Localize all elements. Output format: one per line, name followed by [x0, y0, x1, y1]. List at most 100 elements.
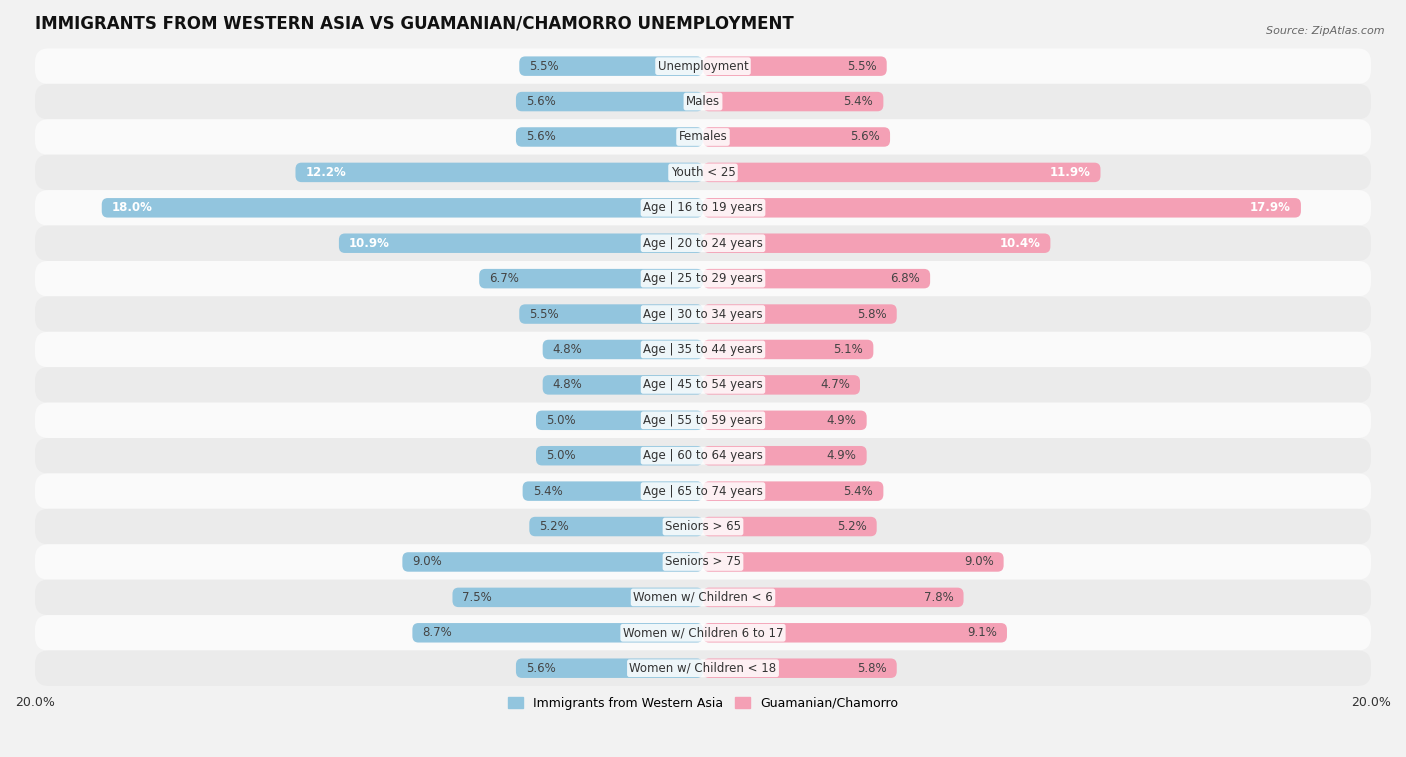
FancyBboxPatch shape: [536, 446, 703, 466]
FancyBboxPatch shape: [101, 198, 703, 217]
FancyBboxPatch shape: [35, 615, 1371, 650]
FancyBboxPatch shape: [529, 517, 703, 536]
FancyBboxPatch shape: [35, 580, 1371, 615]
FancyBboxPatch shape: [339, 233, 703, 253]
FancyBboxPatch shape: [35, 120, 1371, 154]
FancyBboxPatch shape: [412, 623, 703, 643]
Text: 5.6%: 5.6%: [526, 130, 555, 144]
FancyBboxPatch shape: [703, 481, 883, 501]
Text: 5.8%: 5.8%: [858, 662, 887, 674]
Text: Age | 30 to 34 years: Age | 30 to 34 years: [643, 307, 763, 320]
Text: Age | 55 to 59 years: Age | 55 to 59 years: [643, 414, 763, 427]
FancyBboxPatch shape: [703, 127, 890, 147]
FancyBboxPatch shape: [703, 552, 1004, 572]
FancyBboxPatch shape: [516, 127, 703, 147]
FancyBboxPatch shape: [516, 659, 703, 678]
FancyBboxPatch shape: [479, 269, 703, 288]
Text: 9.1%: 9.1%: [967, 626, 997, 640]
Text: 5.5%: 5.5%: [529, 307, 560, 320]
Text: 5.0%: 5.0%: [546, 449, 575, 463]
FancyBboxPatch shape: [35, 473, 1371, 509]
FancyBboxPatch shape: [35, 296, 1371, 332]
FancyBboxPatch shape: [703, 57, 887, 76]
FancyBboxPatch shape: [35, 332, 1371, 367]
Text: Unemployment: Unemployment: [658, 60, 748, 73]
FancyBboxPatch shape: [703, 410, 866, 430]
FancyBboxPatch shape: [703, 269, 931, 288]
Text: 4.9%: 4.9%: [827, 414, 856, 427]
FancyBboxPatch shape: [35, 154, 1371, 190]
FancyBboxPatch shape: [35, 226, 1371, 261]
FancyBboxPatch shape: [35, 650, 1371, 686]
FancyBboxPatch shape: [519, 57, 703, 76]
Text: Seniors > 75: Seniors > 75: [665, 556, 741, 569]
FancyBboxPatch shape: [402, 552, 703, 572]
Text: 10.4%: 10.4%: [1000, 237, 1040, 250]
Text: 5.4%: 5.4%: [533, 484, 562, 497]
FancyBboxPatch shape: [519, 304, 703, 324]
Text: 12.2%: 12.2%: [305, 166, 346, 179]
Text: 5.2%: 5.2%: [540, 520, 569, 533]
Text: Age | 65 to 74 years: Age | 65 to 74 years: [643, 484, 763, 497]
Text: 5.6%: 5.6%: [526, 95, 555, 108]
Text: Age | 35 to 44 years: Age | 35 to 44 years: [643, 343, 763, 356]
FancyBboxPatch shape: [703, 623, 1007, 643]
Text: Women w/ Children < 18: Women w/ Children < 18: [630, 662, 776, 674]
FancyBboxPatch shape: [703, 517, 877, 536]
Text: 11.9%: 11.9%: [1050, 166, 1091, 179]
Text: 5.8%: 5.8%: [858, 307, 887, 320]
FancyBboxPatch shape: [35, 367, 1371, 403]
FancyBboxPatch shape: [35, 190, 1371, 226]
FancyBboxPatch shape: [703, 233, 1050, 253]
FancyBboxPatch shape: [523, 481, 703, 501]
Text: 4.7%: 4.7%: [820, 378, 851, 391]
Text: 5.1%: 5.1%: [834, 343, 863, 356]
FancyBboxPatch shape: [295, 163, 703, 182]
Text: 4.9%: 4.9%: [827, 449, 856, 463]
FancyBboxPatch shape: [703, 340, 873, 360]
Text: 5.4%: 5.4%: [844, 484, 873, 497]
FancyBboxPatch shape: [703, 304, 897, 324]
FancyBboxPatch shape: [35, 509, 1371, 544]
Text: 5.2%: 5.2%: [837, 520, 866, 533]
Text: Females: Females: [679, 130, 727, 144]
Text: 7.5%: 7.5%: [463, 591, 492, 604]
FancyBboxPatch shape: [703, 659, 897, 678]
Text: 4.8%: 4.8%: [553, 343, 582, 356]
FancyBboxPatch shape: [35, 48, 1371, 84]
Text: Males: Males: [686, 95, 720, 108]
FancyBboxPatch shape: [703, 198, 1301, 217]
Text: 4.8%: 4.8%: [553, 378, 582, 391]
Text: 6.7%: 6.7%: [489, 272, 519, 285]
FancyBboxPatch shape: [703, 163, 1101, 182]
FancyBboxPatch shape: [453, 587, 703, 607]
Text: 5.5%: 5.5%: [846, 60, 877, 73]
Text: 8.7%: 8.7%: [422, 626, 453, 640]
FancyBboxPatch shape: [703, 92, 883, 111]
Text: 5.0%: 5.0%: [546, 414, 575, 427]
FancyBboxPatch shape: [543, 375, 703, 394]
FancyBboxPatch shape: [703, 375, 860, 394]
FancyBboxPatch shape: [35, 261, 1371, 296]
Text: Age | 16 to 19 years: Age | 16 to 19 years: [643, 201, 763, 214]
FancyBboxPatch shape: [35, 438, 1371, 473]
Text: Women w/ Children < 6: Women w/ Children < 6: [633, 591, 773, 604]
Text: 6.8%: 6.8%: [890, 272, 920, 285]
Text: 5.6%: 5.6%: [851, 130, 880, 144]
Text: 5.5%: 5.5%: [529, 60, 560, 73]
FancyBboxPatch shape: [35, 403, 1371, 438]
Text: 7.8%: 7.8%: [924, 591, 953, 604]
Text: Age | 25 to 29 years: Age | 25 to 29 years: [643, 272, 763, 285]
Text: Source: ZipAtlas.com: Source: ZipAtlas.com: [1267, 26, 1385, 36]
Text: 17.9%: 17.9%: [1250, 201, 1291, 214]
Text: 5.4%: 5.4%: [844, 95, 873, 108]
FancyBboxPatch shape: [703, 446, 866, 466]
Text: 9.0%: 9.0%: [965, 556, 994, 569]
Text: 9.0%: 9.0%: [412, 556, 441, 569]
Text: Age | 45 to 54 years: Age | 45 to 54 years: [643, 378, 763, 391]
Text: IMMIGRANTS FROM WESTERN ASIA VS GUAMANIAN/CHAMORRO UNEMPLOYMENT: IMMIGRANTS FROM WESTERN ASIA VS GUAMANIA…: [35, 15, 794, 33]
FancyBboxPatch shape: [703, 587, 963, 607]
Text: 5.6%: 5.6%: [526, 662, 555, 674]
FancyBboxPatch shape: [516, 92, 703, 111]
Text: Age | 20 to 24 years: Age | 20 to 24 years: [643, 237, 763, 250]
